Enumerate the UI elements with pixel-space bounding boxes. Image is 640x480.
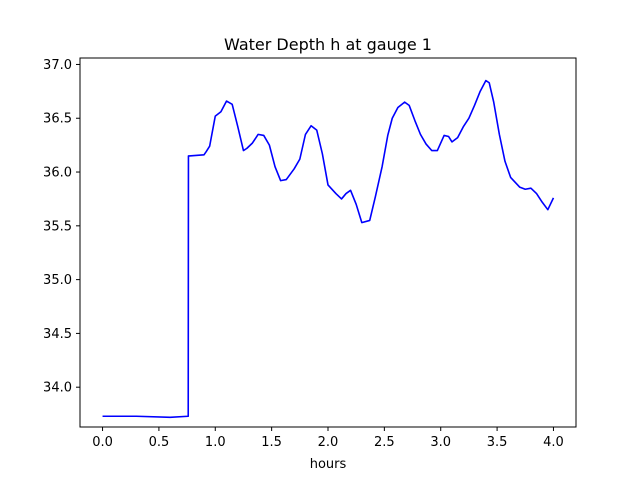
x-tick-label: 4.0 — [543, 435, 564, 450]
y-tick-label: 34.0 — [43, 381, 72, 396]
y-tick-label: 35.0 — [43, 273, 72, 288]
chart-title: Water Depth h at gauge 1 — [224, 35, 432, 54]
x-tick-label: 1.0 — [205, 435, 226, 450]
x-tick-label: 2.0 — [318, 435, 339, 450]
plot-area — [102, 79, 555, 419]
series-line-0 — [102, 79, 555, 419]
axes: 0.0 0.5 1.0 1.5 2.0 2.5 3.0 3.5 4.0 34.0 34.5 35.0 3… — [43, 57, 577, 450]
y-tick-label: 36.5 — [43, 112, 72, 127]
x-tick-label: 1.5 — [261, 435, 282, 450]
y-tick-label: 35.5 — [43, 219, 72, 234]
x-tick-label: 3.0 — [430, 435, 451, 450]
x-tick-label: 2.5 — [374, 435, 395, 450]
y-tick-label: 37.0 — [43, 58, 72, 73]
x-axis-label: hours — [310, 457, 347, 472]
y-tick-label: 34.5 — [43, 327, 72, 342]
y-tick-label: 36.0 — [43, 166, 72, 181]
x-tick-label: 3.5 — [487, 435, 508, 450]
x-tick-label: 0.5 — [149, 435, 170, 450]
x-tick-label: 0.0 — [92, 435, 113, 450]
